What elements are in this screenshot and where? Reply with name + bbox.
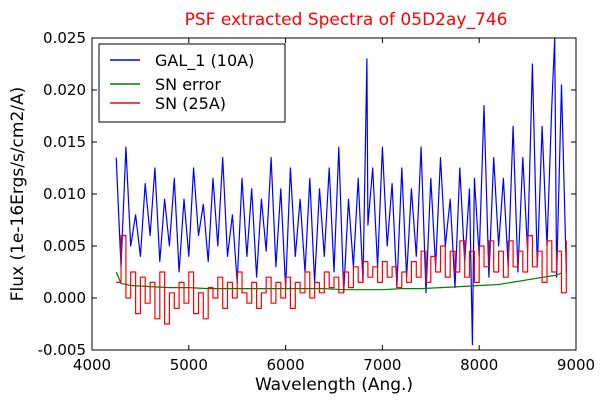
x-tick-label: 9000 — [557, 356, 595, 374]
x-tick-label: 7000 — [363, 356, 401, 374]
plot-area — [115, 37, 567, 346]
legend-box — [98, 43, 286, 123]
y-tick-label: -0.005 — [38, 341, 86, 359]
chart-title: PSF extracted Spectra of 05D2ay_746 — [185, 10, 508, 30]
x-tick-label: 6000 — [267, 356, 305, 374]
x-tick-label: 8000 — [460, 356, 498, 374]
y-axis-title: Flux (1e-16Ergs/s/cm2/A) — [8, 87, 28, 302]
x-tick-label: 5000 — [170, 356, 208, 374]
y-axis: -0.005 0.000 0.005 0.010 0.015 0.020 0.025 — [38, 29, 576, 359]
series-line-sn-error — [115, 271, 562, 291]
legend-label-sn: SN (25A) — [155, 94, 226, 113]
y-tick-label: 0.025 — [43, 29, 86, 47]
y-tick-label: 0.000 — [43, 289, 86, 307]
x-axis-title: Wavelength (Ang.) — [255, 375, 413, 395]
series-line-gal-1-10a — [115, 37, 567, 346]
y-tick-label: 0.020 — [43, 81, 86, 99]
legend-label-sn-error: SN error — [155, 75, 221, 94]
series-line-sn-25a — [116, 235, 567, 325]
y-tick-label: 0.005 — [43, 237, 86, 255]
legend-label-gal: GAL_1 (10A) — [155, 51, 254, 71]
y-tick-label: 0.015 — [43, 133, 86, 151]
y-tick-label: 0.010 — [43, 185, 86, 203]
x-tick-label: 4000 — [73, 356, 111, 374]
x-axis: 4000 5000 6000 7000 8000 9000 — [73, 38, 595, 374]
legend: GAL_1 (10A) SN error SN (25A) — [98, 43, 286, 123]
